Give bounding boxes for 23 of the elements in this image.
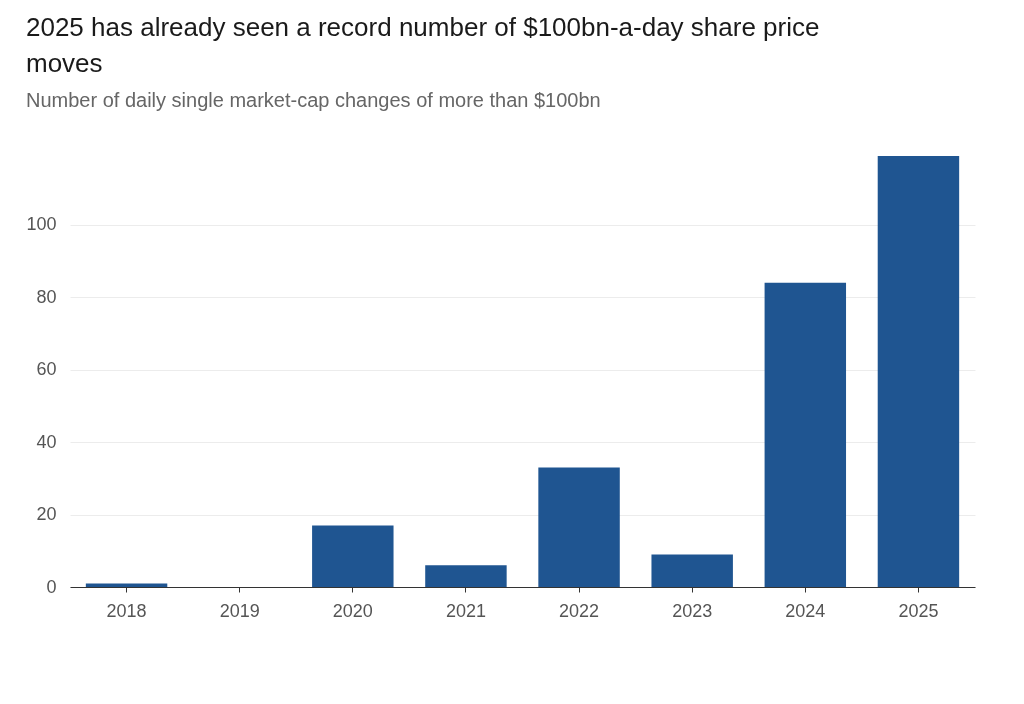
chart-subtitle: Number of daily single market-cap changes of more than $100bn <box>25 89 601 111</box>
bar <box>877 156 960 587</box>
bar <box>312 525 394 587</box>
y-tick-label: 80 <box>36 286 57 307</box>
y-tick-label: 20 <box>36 504 57 525</box>
y-tick-label: 0 <box>46 576 57 597</box>
y-tick-label: 60 <box>36 359 57 380</box>
x-tick-label: 2019 <box>219 600 260 621</box>
x-tick-label: 2025 <box>898 600 939 621</box>
bar <box>425 565 507 587</box>
x-tick-label: 2024 <box>785 600 826 621</box>
x-tick-label: 2023 <box>672 600 713 621</box>
y-tick-label: 100 <box>26 214 57 235</box>
bar <box>764 282 847 587</box>
x-tick-label: 2021 <box>445 600 486 621</box>
x-tick-label: 2020 <box>332 600 373 621</box>
bar <box>538 467 620 587</box>
x-tick-label: 2018 <box>106 600 147 621</box>
bar <box>651 554 733 587</box>
bar <box>85 583 168 587</box>
y-tick-label: 40 <box>36 431 57 452</box>
chart-title: 2025 has already seen a record number of $100bn-a-day share price moves <box>25 12 820 78</box>
x-tick-label: 2022 <box>559 600 600 621</box>
